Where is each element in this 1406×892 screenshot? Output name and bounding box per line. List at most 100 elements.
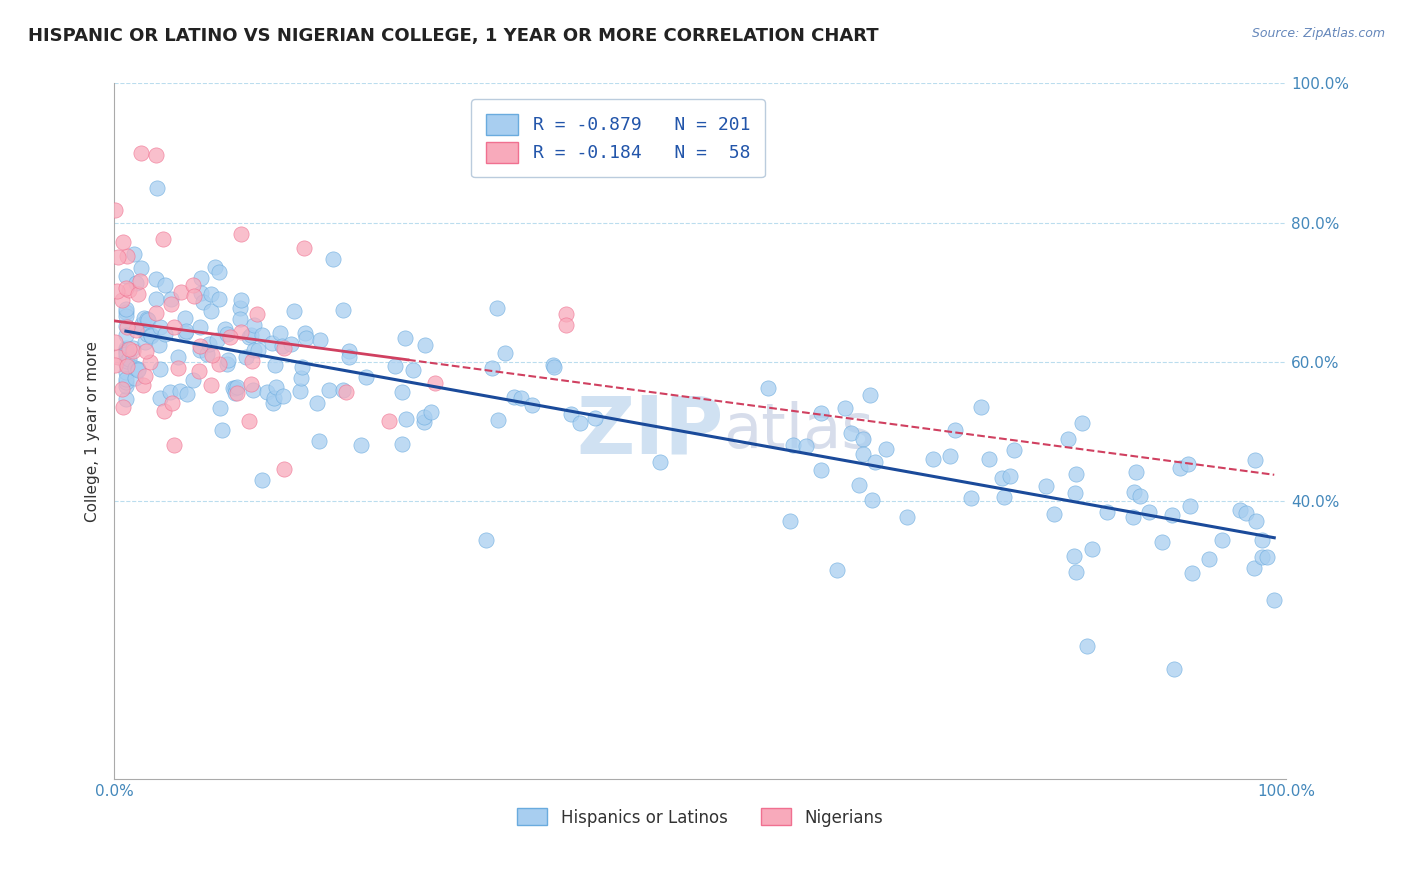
Point <box>266 380 288 394</box>
Point <box>134 334 156 349</box>
Text: atlas: atlas <box>724 401 875 461</box>
Point <box>145 306 167 320</box>
Point <box>190 286 212 301</box>
Point <box>208 401 231 415</box>
Point <box>136 311 159 326</box>
Point <box>391 385 413 400</box>
Point <box>273 462 295 476</box>
Point <box>139 328 162 343</box>
Point <box>1137 505 1160 519</box>
Point <box>129 146 152 161</box>
Point <box>273 341 295 355</box>
Point <box>555 307 578 321</box>
Point <box>332 383 354 397</box>
Point <box>229 293 252 307</box>
Point <box>181 373 204 387</box>
Point <box>136 312 159 326</box>
Point <box>110 293 132 308</box>
Point <box>420 404 443 418</box>
Point <box>384 359 406 373</box>
Point <box>131 261 153 276</box>
Point <box>181 277 204 292</box>
Point <box>176 387 198 401</box>
Point <box>779 514 801 528</box>
Point <box>115 343 138 357</box>
Point <box>160 293 183 307</box>
Point <box>474 533 496 548</box>
Point <box>173 310 195 325</box>
Point <box>256 385 278 400</box>
Point <box>246 306 269 320</box>
Point <box>166 350 188 364</box>
Point <box>1064 565 1087 579</box>
Point <box>494 346 516 360</box>
Point <box>1251 533 1274 548</box>
Point <box>1002 442 1025 457</box>
Point <box>242 343 264 358</box>
Point <box>224 381 246 395</box>
Point <box>865 455 887 469</box>
Point <box>173 326 195 340</box>
Point <box>839 426 862 441</box>
Point <box>979 452 1001 467</box>
Point <box>264 358 287 372</box>
Point <box>990 471 1012 485</box>
Point <box>122 341 145 355</box>
Point <box>229 311 252 326</box>
Point <box>1256 549 1278 564</box>
Point <box>112 400 135 414</box>
Point <box>104 335 127 350</box>
Point <box>115 305 138 319</box>
Point <box>834 401 856 415</box>
Point <box>197 337 219 351</box>
Point <box>167 360 190 375</box>
Point <box>239 328 262 343</box>
Point <box>1122 485 1144 500</box>
Point <box>169 384 191 398</box>
Point <box>115 327 138 342</box>
Point <box>231 325 253 339</box>
Point <box>1064 486 1087 500</box>
Point <box>191 294 214 309</box>
Point <box>224 385 246 400</box>
Point <box>211 423 233 437</box>
Point <box>1129 489 1152 503</box>
Point <box>859 388 882 402</box>
Point <box>1063 549 1085 563</box>
Point <box>208 265 231 279</box>
Point <box>851 432 873 446</box>
Point <box>290 384 312 398</box>
Point <box>875 442 897 457</box>
Point <box>568 416 591 430</box>
Point <box>290 371 312 385</box>
Point <box>308 434 330 448</box>
Point <box>217 357 239 371</box>
Point <box>195 347 218 361</box>
Point <box>262 395 284 409</box>
Point <box>260 336 283 351</box>
Point <box>1263 593 1285 607</box>
Point <box>159 385 181 400</box>
Point <box>111 382 134 396</box>
Point <box>218 330 240 344</box>
Point <box>200 287 222 301</box>
Point <box>322 252 344 266</box>
Point <box>124 361 146 376</box>
Point <box>208 292 231 306</box>
Point <box>115 341 138 355</box>
Point <box>896 509 918 524</box>
Point <box>543 359 565 374</box>
Point <box>395 412 418 426</box>
Point <box>413 415 436 429</box>
Point <box>115 350 138 364</box>
Point <box>1229 503 1251 517</box>
Point <box>648 455 671 469</box>
Point <box>356 369 378 384</box>
Point <box>115 375 138 389</box>
Point <box>229 227 252 241</box>
Point <box>118 342 141 356</box>
Point <box>295 331 318 345</box>
Point <box>111 235 134 250</box>
Point <box>217 326 239 341</box>
Point <box>148 338 170 352</box>
